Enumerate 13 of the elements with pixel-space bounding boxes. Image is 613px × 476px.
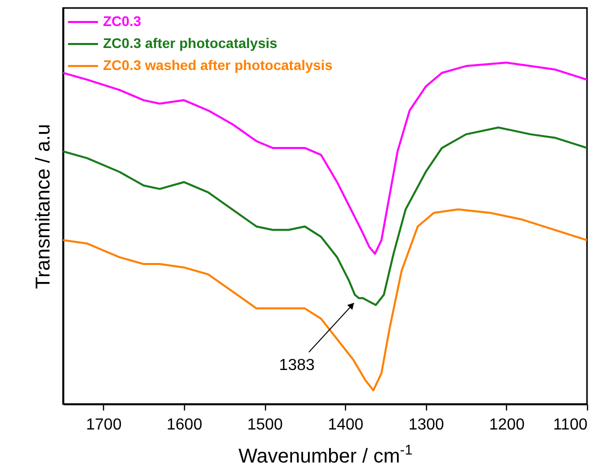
x-tick-label: 1500 (247, 416, 283, 434)
y-axis-title: Transmitance / a.u (32, 124, 54, 289)
x-tick-label: 1600 (166, 416, 202, 434)
legend-label: ZC0.3 washed after photocatalysis (103, 57, 333, 73)
x-tick-label: 1200 (489, 416, 525, 434)
x-tick-label: 1400 (328, 416, 364, 434)
legend-label: ZC0.3 (103, 13, 142, 29)
x-tick-label: 1300 (408, 416, 444, 434)
x-tick-label: 1700 (86, 416, 122, 434)
x-axis-title: Wavenumber / cm$^{-1}$ (238, 442, 413, 468)
legend-label: ZC0.3 after photocatalysis (103, 35, 278, 51)
annotation: 1383 (279, 357, 315, 374)
x-tick-label: 1100 (553, 416, 588, 434)
